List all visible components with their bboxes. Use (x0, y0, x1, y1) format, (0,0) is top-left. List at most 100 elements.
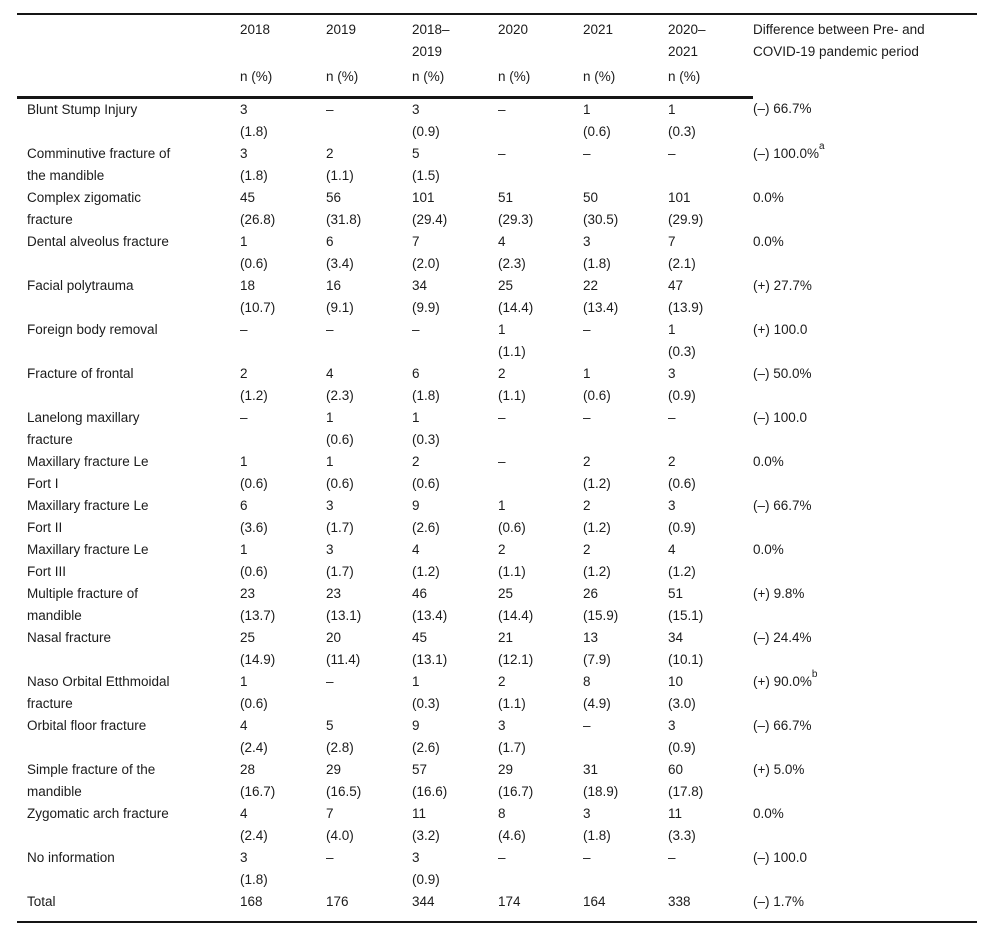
pct-value: (16.7) (240, 784, 276, 799)
pct-value: (1.2) (668, 564, 696, 579)
table-row: Zygomatic arch fracture 4 (2.4) 7 (4.0) … (17, 803, 977, 847)
cell-2018: 168 (240, 891, 326, 922)
year-line1: 2019 (326, 22, 357, 37)
cell-2019: 1 (0.6) (326, 451, 412, 495)
pct-value: (16.6) (412, 784, 448, 799)
cell-2019: 56 (31.8) (326, 187, 412, 231)
column-header-2019: 2019 n (%) (326, 14, 412, 99)
n-value: 25 (498, 278, 514, 293)
cell-2019: 3 (1.7) (326, 539, 412, 583)
cell-2021: 31 (18.9) (583, 759, 668, 803)
cell-2021: 50 (30.5) (583, 187, 668, 231)
pct-value: (0.9) (668, 388, 696, 403)
difference-value: (–) 66.7% (753, 100, 812, 116)
table-row: Blunt Stump Injury 3 (1.8) – 3 (0.9) – (17, 98, 977, 144)
cell-2018-2019: 344 (412, 891, 498, 922)
year-line1: 2020– (668, 22, 706, 37)
empty-corner-header (17, 14, 240, 99)
cell-2021: 8 (4.9) (583, 671, 668, 715)
cell-2020-2021: – (668, 847, 753, 891)
pct-value: (4.0) (326, 828, 354, 843)
pct-value: (1.2) (583, 476, 611, 491)
cell-difference: 0.0% (753, 451, 977, 495)
table-row: Multiple fracture of mandible 23 (13.7) … (17, 583, 977, 627)
n-value: – (326, 850, 334, 865)
pct-value: (4.9) (583, 696, 611, 711)
cell-2020-2021: 338 (668, 891, 753, 922)
pct-value: (18.9) (583, 784, 619, 799)
cell-2018-2019: 4 (1.2) (412, 539, 498, 583)
pct-value: (26.8) (240, 212, 276, 227)
pct-value: (7.9) (583, 652, 611, 667)
pct-value: (1.8) (583, 828, 611, 843)
year-line2: 2019 (412, 44, 443, 59)
cell-2020: 4 (2.3) (498, 231, 583, 275)
cell-2020-2021: – (668, 143, 753, 187)
cell-2020: 3 (1.7) (498, 715, 583, 759)
cell-2020: 1 (1.1) (498, 319, 583, 363)
cell-2021: – (583, 407, 668, 451)
n-value: 3 (240, 146, 248, 161)
pct-value: (0.6) (240, 476, 268, 491)
pct-value: (2.4) (240, 740, 268, 755)
cell-2018-2019: 1 (0.3) (412, 407, 498, 451)
column-header-2020: 2020 n (%) (498, 14, 583, 99)
pct-value: (0.6) (240, 696, 268, 711)
pct-value: (13.1) (412, 652, 448, 667)
cell-2019: 176 (326, 891, 412, 922)
difference-value: (–) 100.0% (753, 146, 820, 161)
pct-value: (1.7) (326, 520, 354, 535)
cell-2021: 1 (0.6) (583, 98, 668, 144)
n-value: 56 (326, 190, 342, 205)
n-value: 23 (326, 586, 342, 601)
cell-2020-2021: 1 (0.3) (668, 319, 753, 363)
table-row: Fracture of frontal 2 (1.2) 4 (2.3) 6 (1… (17, 363, 977, 407)
year-line2: 2021 (668, 44, 699, 59)
table-row: Foreign body removal – – – 1 (17, 319, 977, 363)
cell-2020-2021: 3 (0.9) (668, 715, 753, 759)
cell-2021: 3 (1.8) (583, 231, 668, 275)
pct-value: (1.2) (412, 564, 440, 579)
cell-2019: 6 (3.4) (326, 231, 412, 275)
cell-2021: 3 (1.8) (583, 803, 668, 847)
cell-2020-2021: 10 (3.0) (668, 671, 753, 715)
subheader-n-pct: n (%) (583, 69, 616, 84)
cell-2018-2019: – (412, 319, 498, 363)
pct-value: (13.4) (412, 608, 448, 623)
difference-value: (–) 66.7% (753, 718, 812, 733)
n-value: 174 (498, 894, 521, 909)
n-value: 1 (412, 410, 420, 425)
pct-value: (0.3) (668, 124, 696, 139)
cell-2020-2021: 51 (15.1) (668, 583, 753, 627)
n-value: 164 (583, 894, 606, 909)
cell-2018-2019: 2 (0.6) (412, 451, 498, 495)
difference-value: 0.0% (753, 234, 784, 249)
cell-difference: (–) 1.7% (753, 891, 977, 922)
n-value: 13 (583, 630, 599, 645)
cell-2020: – (498, 143, 583, 187)
n-value: 101 (412, 190, 435, 205)
cell-2021: 26 (15.9) (583, 583, 668, 627)
n-value: 2 (668, 454, 676, 469)
cell-2018: 4 (2.4) (240, 803, 326, 847)
pct-value: (2.4) (240, 828, 268, 843)
pct-value: (14.4) (498, 608, 534, 623)
cell-difference: (–) 66.7% (753, 495, 977, 539)
cell-difference: 0.0% (753, 539, 977, 583)
difference-value: (+) 5.0% (753, 762, 805, 777)
column-header-difference: Difference between Pre- and COVID-19 pan… (753, 14, 977, 98)
cell-difference: (–) 66.7% (753, 715, 977, 759)
cell-2021: – (583, 715, 668, 759)
subheader-n-pct: n (%) (412, 69, 445, 84)
cell-2020-2021: 2 (0.6) (668, 451, 753, 495)
cell-2020: 2 (1.1) (498, 671, 583, 715)
pct-value: (0.3) (668, 344, 696, 359)
n-value: 47 (668, 278, 684, 293)
pct-value: (1.1) (498, 344, 526, 359)
cell-2020: 25 (14.4) (498, 275, 583, 319)
cell-2019: 2 (1.1) (326, 143, 412, 187)
cell-2018: 45 (26.8) (240, 187, 326, 231)
pct-value: (0.6) (583, 388, 611, 403)
n-value: 3 (240, 102, 248, 117)
n-value: 6 (412, 366, 420, 381)
